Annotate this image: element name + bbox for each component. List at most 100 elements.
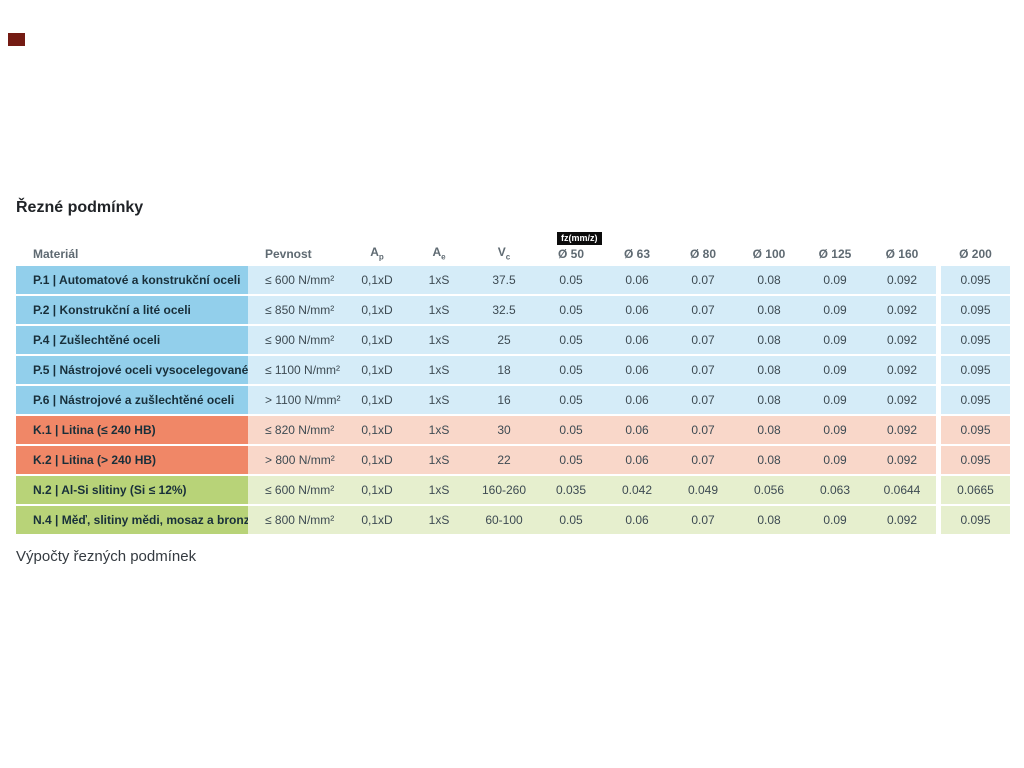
fz-cell: 0.095 <box>941 266 1010 294</box>
fz-cell: 0.05 <box>538 356 604 384</box>
strength-cell: ≤ 600 N/mm² <box>248 266 346 294</box>
fz-cell: 0.049 <box>670 476 736 504</box>
fz-cell: 0.05 <box>538 506 604 534</box>
strength-cell: ≤ 900 N/mm² <box>248 326 346 354</box>
strength-cell: > 800 N/mm² <box>248 446 346 474</box>
ae-cell: 1xS <box>408 386 470 414</box>
row-spacer <box>936 356 941 384</box>
strength-cell: > 1100 N/mm² <box>248 386 346 414</box>
vc-cell: 25 <box>470 326 538 354</box>
row-spacer <box>936 326 941 354</box>
fz-cell: 0.06 <box>604 266 670 294</box>
fz-cell: 0.07 <box>670 446 736 474</box>
fz-cell: 0.08 <box>736 446 802 474</box>
col-header-material: Materiál <box>33 247 79 261</box>
fz-cell: 0.035 <box>538 476 604 504</box>
fz-cell: 0.095 <box>941 416 1010 444</box>
ae-cell: 1xS <box>408 266 470 294</box>
col-header-d80: Ø 80 <box>689 247 716 261</box>
table-row: P.1 | Automatové a konstrukční oceli ≤ 60… <box>16 266 1010 294</box>
fz-cell: 0.063 <box>802 476 868 504</box>
fz-cell: 0.0644 <box>868 476 936 504</box>
fz-cell: 0.095 <box>941 296 1010 324</box>
fz-cell: 0.092 <box>868 266 936 294</box>
col-header-d100: Ø 100 <box>752 247 786 261</box>
table-row: N.2 | Al-Si slitiny (Si ≤ 12%) ≤ 600 N/mm… <box>16 476 1010 504</box>
ap-sub: p <box>378 252 384 261</box>
col-header-d63: Ø 63 <box>623 247 650 261</box>
ae-cell: 1xS <box>408 416 470 444</box>
vc-cell: 37.5 <box>470 266 538 294</box>
fz-cell: 0.095 <box>941 386 1010 414</box>
fz-cell: 0.095 <box>941 446 1010 474</box>
fz-unit-badge: fz(mm/z) <box>557 232 602 245</box>
fz-cell: 0.09 <box>802 506 868 534</box>
col-header-strength: Pevnost <box>265 247 312 261</box>
table-row: P.4 | Zušlechtěné oceli ≤ 900 N/mm² 0,1xD 1… <box>16 326 1010 354</box>
vc-sub: c <box>505 252 511 261</box>
row-spacer <box>936 506 941 534</box>
fz-cell: 0.08 <box>736 386 802 414</box>
fz-cell: 0.092 <box>868 416 936 444</box>
col-header-vc: Vc <box>470 245 538 266</box>
table-header-row: Materiál Pevnost Ap Ae Vc Ø 50 Ø 63 Ø 80… <box>16 232 1010 266</box>
table-body: P.1 | Automatové a konstrukční oceli ≤ 60… <box>16 266 1010 534</box>
ap-cell: 0,1xD <box>346 506 408 534</box>
fz-cell: 0.07 <box>670 386 736 414</box>
ap-cell: 0,1xD <box>346 476 408 504</box>
ae-cell: 1xS <box>408 326 470 354</box>
ae-base: A <box>432 244 442 259</box>
ap-cell: 0,1xD <box>346 356 408 384</box>
ap-cell: 0,1xD <box>346 266 408 294</box>
material-cell: P.6 | Nástrojové a zušlechtěné oceli <box>16 386 248 414</box>
fz-cell: 0.092 <box>868 506 936 534</box>
fz-cell: 0.09 <box>802 386 868 414</box>
col-header-ae: Ae <box>408 245 470 266</box>
ap-cell: 0,1xD <box>346 386 408 414</box>
table-row: K.1 | Litina (≤ 240 HB) ≤ 820 N/mm² 0,1xD 1… <box>16 416 1010 444</box>
fz-cell: 0.05 <box>538 296 604 324</box>
fz-cell: 0.095 <box>941 326 1010 354</box>
row-spacer <box>936 416 941 444</box>
material-cell: K.1 | Litina (≤ 240 HB) <box>16 416 248 444</box>
vc-cell: 30 <box>470 416 538 444</box>
ap-cell: 0,1xD <box>346 296 408 324</box>
fz-cell: 0.09 <box>802 446 868 474</box>
footer-link[interactable]: Výpočty řezných podmínek <box>16 548 197 565</box>
ae-cell: 1xS <box>408 296 470 324</box>
vc-cell: 160-260 <box>470 476 538 504</box>
material-cell: N.4 | Měď, slitiny mědi, mosaz a bronz <box>16 506 250 534</box>
material-cell: P.2 | Konstrukční a lité oceli <box>16 296 248 324</box>
table-row: P.5 | Nástrojové oceli vysocelegované ≤ 1… <box>16 356 1010 384</box>
strength-cell: ≤ 600 N/mm² <box>248 476 346 504</box>
material-cell: P.4 | Zušlechtěné oceli <box>16 326 248 354</box>
fz-cell: 0.08 <box>736 416 802 444</box>
vc-cell: 22 <box>470 446 538 474</box>
strength-cell: ≤ 820 N/mm² <box>248 416 346 444</box>
material-cell: P.1 | Automatové a konstrukční oceli <box>16 266 248 294</box>
fz-cell: 0.08 <box>736 356 802 384</box>
col-header-d50: Ø 50 <box>557 247 584 261</box>
fz-cell: 0.07 <box>670 506 736 534</box>
material-cell: K.2 | Litina (> 240 HB) <box>16 446 248 474</box>
vc-cell: 16 <box>470 386 538 414</box>
fz-cell: 0.06 <box>604 446 670 474</box>
strength-cell: ≤ 800 N/mm² <box>248 506 346 534</box>
table-row: P.2 | Konstrukční a lité oceli ≤ 850 N/mm… <box>16 296 1010 324</box>
fz-cell: 0.07 <box>670 416 736 444</box>
vc-cell: 60-100 <box>470 506 538 534</box>
fz-cell: 0.056 <box>736 476 802 504</box>
cutting-conditions-table: Materiál Pevnost Ap Ae Vc Ø 50 Ø 63 Ø 80… <box>16 232 1010 536</box>
table-row: N.4 | Měď, slitiny mědi, mosaz a bronz ≤ … <box>16 506 1010 534</box>
row-spacer <box>936 446 941 474</box>
red-marker <box>8 33 25 46</box>
material-cell: N.2 | Al-Si slitiny (Si ≤ 12%) <box>16 476 248 504</box>
strength-cell: ≤ 850 N/mm² <box>248 296 346 324</box>
fz-cell: 0.095 <box>941 356 1010 384</box>
ae-cell: 1xS <box>408 446 470 474</box>
fz-cell: 0.092 <box>868 386 936 414</box>
material-cell: P.5 | Nástrojové oceli vysocelegované <box>16 356 248 384</box>
fz-cell: 0.06 <box>604 326 670 354</box>
fz-cell: 0.09 <box>802 416 868 444</box>
